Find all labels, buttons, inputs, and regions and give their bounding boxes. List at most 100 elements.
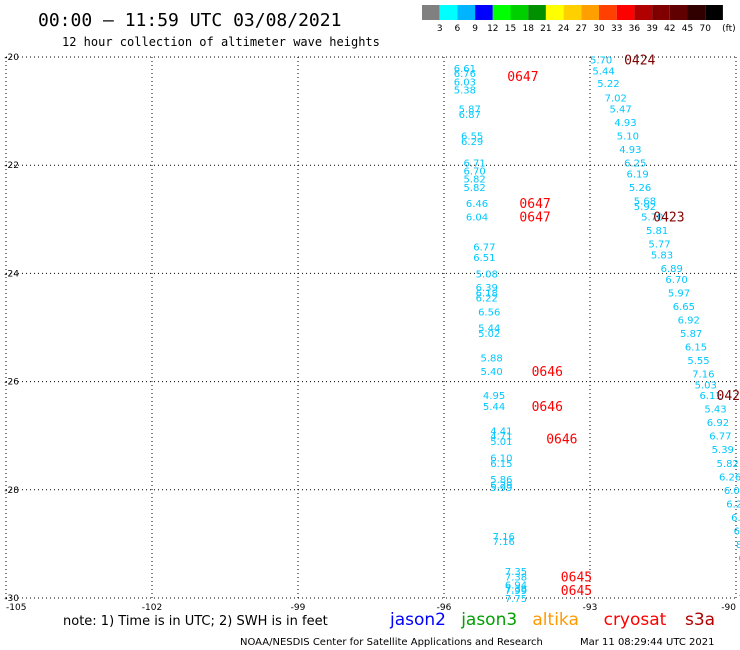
legend-tick-label: 6 <box>455 24 461 34</box>
wave-height-point: 6.15 <box>490 459 512 470</box>
plot-area: -20-22-24-26-28-30 -105 -102 -99 -96 -93 -90 … <box>4 53 740 613</box>
wave-height-point: 5.39 <box>712 445 734 456</box>
wave-height-point: 5.97 <box>668 288 690 299</box>
wave-height-point: 5.81 <box>646 226 668 237</box>
footer-note: note: 1) Time is in UTC; 2) SWH is in fe… <box>63 614 328 629</box>
y-tick-label: -22 <box>4 161 19 171</box>
legend-swatch <box>687 5 706 20</box>
wave-height-point: 6.61 <box>454 64 476 75</box>
wave-height-point: 5.70 <box>641 213 663 224</box>
wave-height-point: 5.10 <box>617 131 639 142</box>
wave-height-point: 7.16 <box>692 369 714 380</box>
legend-tick-label: 45 <box>682 24 693 34</box>
legend-swatch <box>599 5 617 20</box>
legend-tick-label: 30 <box>593 24 605 34</box>
pass-time-label: 0424 <box>624 54 655 69</box>
legend-swatch <box>528 5 546 20</box>
wave-height-point: 5.70 <box>590 56 612 67</box>
wave-height-point: 5.92 <box>634 202 656 213</box>
wave-height-point: 6.77 <box>709 432 731 443</box>
wave-height-point: 6.39 <box>476 283 498 294</box>
wave-height-color-legend: 3 6 9 12 15 18 21 24 27 30 33 36 39 42 45 70 (ft) <box>422 5 736 34</box>
wave-height-point: 5.38 <box>454 85 476 96</box>
wave-height-point: 6.18 <box>476 288 498 299</box>
data-points: 6.616.766.035.385.876.876.556.296.716.70… <box>454 56 740 605</box>
pass-time-label: 0647 <box>519 197 550 212</box>
wave-height-point: 7.38 <box>505 572 527 583</box>
wave-height-point: 5.82 <box>717 459 739 470</box>
wave-height-point: 5.02 <box>478 329 500 340</box>
y-tick-label: -26 <box>4 378 19 388</box>
wave-height-point: 6.15 <box>685 342 707 353</box>
wave-height-point: 6.04 <box>724 486 740 497</box>
wave-height-point: 6.92 <box>678 315 700 326</box>
wave-height-point: 5.40 <box>481 367 503 378</box>
pass-time-label: 0645 <box>561 570 592 585</box>
legend-swatch <box>616 5 635 20</box>
legend-swatch <box>705 5 723 20</box>
footer-credit: NOAA/NESDIS Center for Satellite Applica… <box>240 637 543 648</box>
chart-title: 00:00 – 11:59 UTC 03/08/2021 <box>38 10 341 31</box>
wave-height-point: 7.75 <box>505 594 527 605</box>
y-tick-label: -24 <box>4 269 19 279</box>
wave-height-point: 5.88 <box>481 353 503 364</box>
x-tick-labels: -105 -102 -99 -96 -93 -90 <box>6 603 736 613</box>
wave-height-point: 6.70 <box>665 275 687 286</box>
legend-tick-label: 39 <box>646 24 658 34</box>
pass-time-label: 0423 <box>653 211 684 226</box>
wave-height-point: 6.19 <box>627 169 649 180</box>
legend-swatch <box>439 5 458 20</box>
wave-height-point: 6.94 <box>505 580 527 591</box>
y-tick-label: -20 <box>4 53 19 63</box>
x-tick-label: -93 <box>583 603 598 613</box>
pass-time-label: 0422 <box>717 389 740 404</box>
wave-height-point: 6.76 <box>454 69 476 80</box>
wave-height-point: 7.16 <box>493 537 515 548</box>
wave-height-point: 6.87 <box>459 110 481 121</box>
legend-tick-label: 18 <box>522 24 534 34</box>
wave-height-point: 6.23 <box>726 499 740 510</box>
wave-height-point: 5.01 <box>490 437 512 448</box>
wave-height-point: 5.43 <box>704 405 726 416</box>
wave-height-point: 7.16 <box>493 532 515 543</box>
x-tick-label: -102 <box>142 603 162 613</box>
wave-height-point: 6.92 <box>707 418 729 429</box>
wave-height-point: 5.82 <box>463 175 485 186</box>
wave-height-point: 5.44 <box>478 324 500 335</box>
legend-swatch <box>634 5 653 20</box>
y-tick-label: -28 <box>4 486 19 496</box>
wave-height-point: 5.44 <box>483 402 505 413</box>
wave-height-point: 5.03 <box>695 380 717 391</box>
pass-time-label: 0647 <box>507 70 538 85</box>
wave-height-point: 6.29 <box>461 137 483 148</box>
wave-height-point: 5.99 <box>490 483 512 494</box>
grid-lines <box>5 56 737 599</box>
legend-tick-label: 9 <box>472 24 478 34</box>
pass-time-label: 0645 <box>561 584 592 599</box>
wave-height-point: 5.68 <box>634 196 656 207</box>
satellite-jason3-label: jason3 <box>460 610 517 630</box>
pass-time-label: 0647 <box>519 211 550 226</box>
wave-height-point: 7.57 <box>738 594 740 605</box>
legend-unit: (ft) <box>722 24 736 34</box>
wave-height-point: 7.02 <box>605 94 627 105</box>
wave-height-point: 5.87 <box>680 329 702 340</box>
pass-time-label: 0646 <box>546 432 577 447</box>
legend-swatch <box>492 5 511 20</box>
wave-height-point: 6.51 <box>473 253 495 264</box>
wave-height-point: 4.93 <box>619 145 641 156</box>
legend-tick-label: 24 <box>558 24 570 34</box>
wave-height-point: 6.47 <box>734 526 740 537</box>
legend-swatch <box>669 5 688 20</box>
wave-height-point: 4.41 <box>490 426 512 437</box>
wave-height-point: 6.22 <box>476 294 498 305</box>
wave-height-point: 6.03 <box>454 77 476 88</box>
wave-height-point: 5.55 <box>687 356 709 367</box>
x-tick-label: -99 <box>291 603 306 613</box>
pass-time-label: 0646 <box>532 365 563 380</box>
wave-height-point: 6.77 <box>473 242 495 253</box>
wave-height-point: 6.11 <box>700 391 722 402</box>
legend-swatch <box>545 5 564 20</box>
legend-tick-label: 21 <box>540 24 551 34</box>
wave-height-point: 6.56 <box>478 307 500 318</box>
